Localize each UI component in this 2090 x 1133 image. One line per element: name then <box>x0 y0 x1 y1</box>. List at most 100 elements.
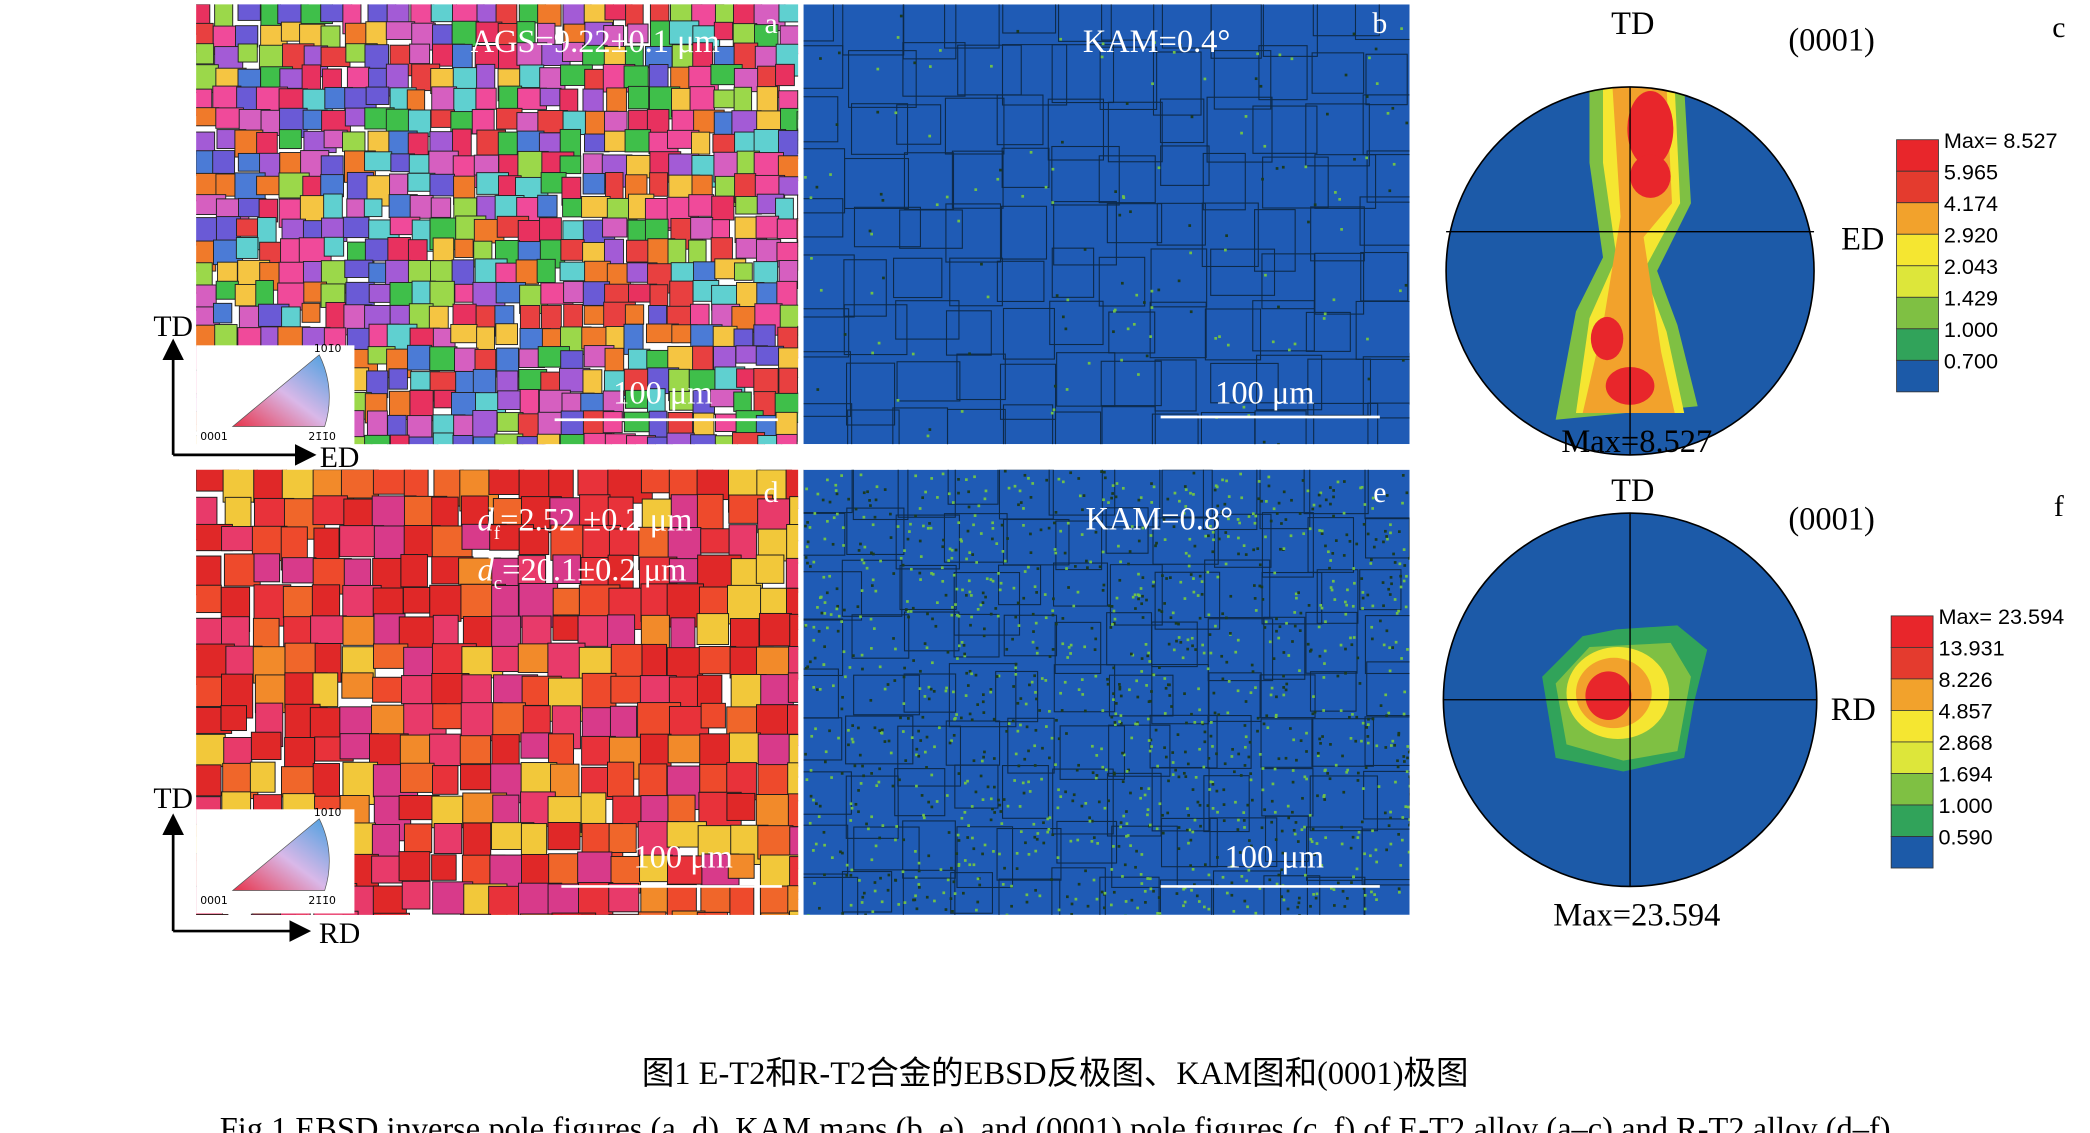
kam-speck <box>999 810 1003 813</box>
kam-speck <box>1191 867 1195 871</box>
kam-speck <box>1282 898 1286 902</box>
kam-speck <box>927 800 931 804</box>
kam-speck <box>832 684 835 688</box>
kam-speck <box>902 838 906 842</box>
kam-speck <box>1392 162 1396 166</box>
kam-speck <box>1061 480 1065 484</box>
kam-speck <box>1077 882 1081 886</box>
kam-speck <box>967 824 970 827</box>
kam-speck <box>1003 866 1006 870</box>
grain <box>250 731 282 761</box>
grain-boundary <box>1311 718 1374 767</box>
grain <box>346 436 373 445</box>
kam-speck <box>1275 629 1278 633</box>
kam-speck <box>1013 779 1016 782</box>
kam-speck <box>835 123 839 126</box>
kam-speck <box>1057 908 1061 912</box>
kam-speck <box>842 650 846 654</box>
grain <box>776 433 798 445</box>
kam-speck <box>1329 743 1332 746</box>
kam-speck <box>1253 521 1257 525</box>
kam-speck <box>899 716 902 720</box>
kam-speck <box>876 67 880 71</box>
kam-speck <box>836 629 840 633</box>
grain-boundary <box>894 768 946 817</box>
kam-speck <box>1090 626 1094 630</box>
kam-speck <box>1197 900 1201 903</box>
kam-speck <box>1101 588 1105 592</box>
grain-boundary <box>1059 725 1125 780</box>
kam-speck <box>1006 537 1009 540</box>
kam-speck <box>1297 896 1301 900</box>
kam-speck <box>1375 898 1378 901</box>
kam-speck <box>1183 692 1186 696</box>
grain <box>212 150 236 174</box>
kam-speck <box>1184 775 1188 778</box>
kam-speck <box>1351 604 1355 608</box>
grain-boundary <box>1355 300 1410 360</box>
kam-speck <box>804 556 808 559</box>
axis-label: ED <box>320 441 360 474</box>
grain-boundary <box>1416 408 1475 469</box>
grain <box>537 194 558 218</box>
kam-speck <box>1191 644 1194 648</box>
kam-speck <box>1249 778 1253 782</box>
kam-speck <box>1075 768 1079 772</box>
kam-speck <box>872 627 876 630</box>
kam-speck <box>1074 565 1077 568</box>
kam-speck <box>951 605 954 609</box>
kam-speck <box>1366 723 1370 726</box>
kam-speck <box>989 688 993 691</box>
grain-boundary <box>903 673 957 713</box>
kam-speck <box>1350 643 1354 647</box>
grain-boundary <box>945 310 992 356</box>
kam-speck <box>1237 752 1241 756</box>
kam-speck <box>1070 912 1074 915</box>
grain-boundary <box>1058 4 1112 42</box>
kam-speck <box>1282 651 1286 654</box>
kam-speck <box>1278 53 1282 57</box>
kam-speck <box>1254 609 1258 612</box>
grain-boundary <box>1210 248 1276 296</box>
grain <box>541 304 562 330</box>
kam-speck <box>1152 485 1156 489</box>
kam-speck <box>979 603 983 607</box>
kam-speck <box>1169 616 1173 620</box>
kam-speck <box>870 772 873 775</box>
kam-speck <box>1385 848 1388 852</box>
grain <box>582 172 606 195</box>
kam-speck <box>1045 725 1048 728</box>
kam-speck <box>1083 248 1087 251</box>
kam-speck <box>1175 639 1178 643</box>
kam-speck <box>1243 899 1247 903</box>
kam-speck <box>1041 746 1044 750</box>
grain-boundary <box>1416 466 1473 512</box>
kam-speck <box>914 514 917 518</box>
kam-speck <box>1309 837 1313 841</box>
kam-speck <box>1138 594 1141 597</box>
kam-speck <box>822 663 826 666</box>
kam-speck <box>858 879 861 882</box>
grain <box>787 793 799 828</box>
kam-speck <box>1401 501 1404 505</box>
kam-speck <box>843 333 847 336</box>
kam-speck <box>1401 816 1405 819</box>
grain <box>364 151 393 172</box>
kam-speck <box>981 852 984 856</box>
grain-boundary <box>1409 352 1410 406</box>
kam-speck <box>1201 722 1205 726</box>
kam-speck <box>873 889 877 893</box>
kam-speck <box>1400 657 1403 660</box>
kam-speck <box>870 291 874 295</box>
kam-speck <box>1399 289 1402 293</box>
kam-speck <box>1224 248 1227 252</box>
kam-speck <box>989 578 993 581</box>
kam-speck <box>1402 712 1406 716</box>
kam-speck <box>1327 550 1330 554</box>
grain <box>430 197 452 218</box>
kam-speck <box>856 605 860 609</box>
kam-speck <box>919 578 922 581</box>
kam-speck <box>1120 281 1124 285</box>
kam-speck <box>1371 829 1374 833</box>
kam-speck <box>1056 806 1060 810</box>
